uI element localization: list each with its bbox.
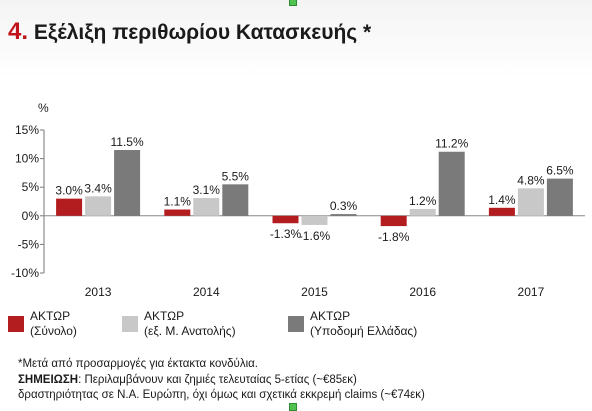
data-label-2015-series-3: 0.3% (330, 199, 358, 213)
footnote: *Μετά από προσαρμογές για έκτακτα κονδύλ… (18, 357, 588, 404)
data-label-2016-series-2: 1.2% (409, 194, 437, 208)
y-tick-label: 0% (22, 209, 40, 223)
data-labels: 3.0% 3.4% 11.5% 1.1%3.1%5.5% -1.3%-1.6% 0.3% -… (55, 135, 573, 244)
data-label-2013-series-3: 11.5% (111, 135, 144, 149)
bar-2015-series-2 (301, 215, 328, 225)
bar-2017-series-3 (546, 178, 573, 216)
data-label-2017-series-2: 4.8% (517, 173, 545, 187)
data-label-2015-series-2: -1.6% (299, 229, 331, 243)
x-tick-labels: 2013 2014 2015 2016 2017 (85, 285, 545, 299)
bar-2016-series-3 (438, 151, 465, 216)
footnote-note: ΣΗΜΕΙΩΣΗ: Περιλαμβάνουν και ζημιές τελευ… (18, 373, 588, 389)
data-label-2014-series-2: 3.1% (193, 183, 221, 197)
selection-handle-bottom[interactable] (289, 403, 297, 411)
legend-label-total: ΑΚΤΩΡ (Σύνολο) (30, 309, 77, 339)
legend-label-greek-infrastructure: ΑΚΤΩΡ (Υποδομή Ελλάδας) (310, 309, 417, 339)
legend-label-ex-middle-east: ΑΚΤΩΡ (εξ. Μ. Ανατολής) (144, 309, 236, 339)
bar-2015-series-1 (272, 215, 299, 224)
x-tick-label-2016: 2016 (409, 285, 436, 299)
legend-label-ex-middle-east-line1: ΑΚΤΩΡ (144, 309, 185, 323)
legend-swatch-greek-infrastructure (288, 316, 304, 332)
title-text: Εξέλιξη περιθωρίου Κατασκευής * (33, 21, 372, 44)
data-label-2017-series-3: 6.5% (546, 164, 574, 178)
y-tick-label: 15% (15, 123, 39, 137)
footnote-note-text: : Περιλαμβάνουν και ζημιές τελευταίας 5-… (78, 373, 357, 386)
x-tick-label-2013: 2013 (85, 285, 112, 299)
bar-2016-series-2 (409, 208, 436, 216)
bar-2015-series-3 (330, 214, 357, 216)
legend-label-total-line2: (Σύνολο) (30, 324, 77, 338)
x-tick-label-2015: 2015 (301, 285, 328, 299)
y-tick-label: -5% (18, 237, 40, 251)
data-label-2014-series-1: 1.1% (164, 195, 192, 209)
y-tick-label: 5% (22, 180, 40, 194)
bar-2016-series-1 (380, 215, 407, 227)
legend-swatch-ex-middle-east (122, 316, 138, 332)
page-title: 4. Εξέλιξη περιθωρίου Κατασκευής * (8, 18, 371, 46)
data-label-2013-series-2: 3.4% (84, 181, 112, 195)
bar-2017-series-2 (517, 188, 544, 216)
bar-2014-series-1 (164, 209, 191, 216)
legend-item-total: ΑΚΤΩΡ (Σύνολο) (8, 309, 77, 339)
bar-2017-series-1 (488, 207, 515, 216)
bar-2014-series-3 (222, 184, 249, 216)
data-label-2016-series-1: -1.8% (378, 230, 410, 244)
footnote-adjustments: *Μετά από προσαρμογές για έκτακτα κονδύλ… (18, 358, 258, 370)
data-label-2015-series-1: -1.3% (270, 227, 302, 241)
bar-2013-series-1 (56, 198, 83, 216)
legend-label-ex-middle-east-line2: (εξ. Μ. Ανατολής) (144, 324, 236, 338)
bar-2014-series-2 (193, 198, 220, 216)
margin-bar-chart: % 15% 10% 5% 0% -5% -10% 3.0% 3.4% 11.5% 1.1%3.1… (11, 101, 585, 299)
legend-label-greek-infrastructure-line2: (Υποδομή Ελλάδας) (310, 324, 418, 338)
y-tick-label: 10% (15, 152, 39, 166)
title-number: 4. (8, 18, 29, 45)
data-label-2016-series-3: 11.2% (435, 137, 468, 151)
data-label-2017-series-1: 1.4% (488, 193, 516, 207)
bar-2013-series-3 (114, 150, 141, 216)
legend-label-greek-infrastructure-line1: ΑΚΤΩΡ (310, 309, 351, 323)
bars (56, 150, 573, 227)
legend: ΑΚΤΩΡ (Σύνολο) ΑΚΤΩΡ (εξ. Μ. Ανατολής) Α… (0, 309, 592, 349)
bar-2013-series-2 (85, 196, 112, 216)
selection-handle-top[interactable] (289, 0, 297, 6)
legend-swatch-total (8, 316, 24, 332)
data-label-2014-series-3: 5.5% (222, 169, 250, 183)
header-band (0, 0, 592, 78)
legend-label-total-line1: ΑΚΤΩΡ (30, 309, 71, 323)
footnote-note-label: ΣΗΜΕΙΩΣΗ (18, 373, 79, 386)
y-axis-unit-label: % (38, 101, 49, 115)
footnote-note-continued: δραστηριότητας σε Ν.Α. Ευρώπη, όχι όμως … (18, 389, 425, 401)
data-label-2013-series-1: 3.0% (55, 184, 83, 198)
legend-item-ex-middle-east: ΑΚΤΩΡ (εξ. Μ. Ανατολής) (122, 309, 236, 339)
legend-item-greek-infrastructure: ΑΚΤΩΡ (Υποδομή Ελλάδας) (288, 309, 417, 339)
x-tick-label-2014: 2014 (193, 285, 220, 299)
x-tick-label-2017: 2017 (518, 285, 545, 299)
y-tick-label: -10% (11, 266, 39, 280)
